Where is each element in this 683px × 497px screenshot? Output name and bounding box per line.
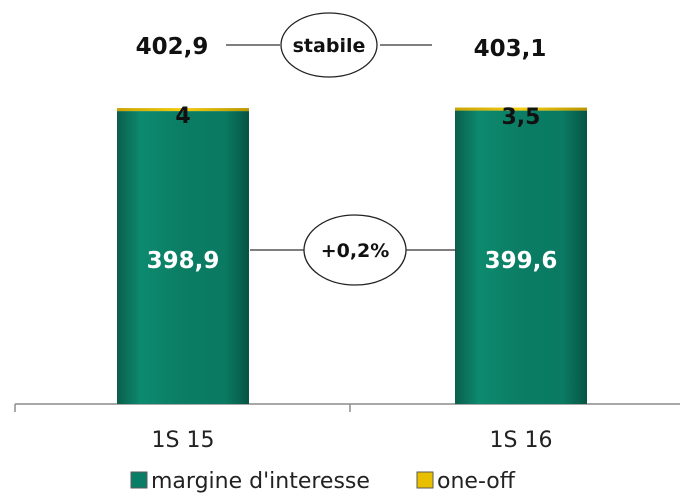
change-bubble: [303, 214, 407, 286]
margine-label-1s16: 399,6: [485, 248, 558, 274]
total-label-1s16: 403,1: [474, 36, 547, 62]
bar-one-off-1s15: [117, 108, 249, 112]
change-label: +0,2%: [321, 240, 390, 262]
legend-label-margine: margine d'interesse: [151, 469, 370, 494]
one-off-label-1s15: 4: [175, 104, 190, 129]
category-label-1s15: 1S 15: [152, 428, 215, 453]
legend-label-one-off: one-off: [437, 469, 516, 494]
bar-one-off-1s16: [455, 107, 587, 111]
stabile-bubble: [280, 12, 378, 78]
category-label-1s16: 1S 16: [490, 428, 553, 453]
legend-swatch-margine: [130, 471, 148, 489]
total-label-1s15: 402,9: [136, 34, 209, 60]
one-off-label-1s16: 3,5: [502, 105, 541, 130]
bar-margine-1s16: [455, 110, 587, 405]
stabile-label: stabile: [293, 35, 366, 57]
bar-margine-1s15: [117, 111, 249, 404]
legend-swatch-one-off: [416, 471, 434, 489]
margine-label-1s15: 398,9: [147, 248, 220, 274]
